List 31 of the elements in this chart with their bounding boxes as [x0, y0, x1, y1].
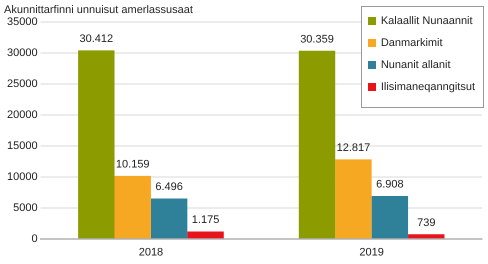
- data-label: 30.412: [79, 32, 114, 45]
- data-label: 6.496: [155, 181, 183, 194]
- y-tick-label: 20000: [6, 108, 38, 121]
- bar: [298, 50, 336, 238]
- y-tick-label: 0: [31, 232, 38, 245]
- y-tick-label: 10000: [6, 170, 38, 183]
- data-label: 6.908: [376, 178, 404, 191]
- legend-label: Kalaallit Nunaannit: [380, 15, 473, 27]
- data-label: 30.359: [300, 33, 334, 46]
- bar: [150, 198, 188, 238]
- bar: [335, 159, 372, 238]
- data-label: 739: [417, 216, 436, 229]
- data-label: 1.175: [192, 214, 220, 226]
- data-label: 10.159: [116, 158, 150, 170]
- y-tick-label: 35000: [6, 16, 38, 28]
- legend-label: Danmarkimit: [380, 37, 443, 49]
- y-tick-label: 15000: [6, 140, 38, 152]
- bar: [187, 232, 224, 238]
- legend-label: Ilisimaneqanngitsut: [380, 81, 475, 93]
- chart-title: Akunnittarfinni unnuisut amerlassusaat: [4, 4, 193, 16]
- y-tick-label: 25000: [6, 78, 38, 90]
- x-tick-label: 2018: [138, 246, 164, 258]
- bar: [372, 196, 408, 238]
- bar: [78, 50, 115, 238]
- legend-label: Nunanit allanit: [380, 59, 451, 71]
- bar: [114, 176, 151, 238]
- y-tick-label: 5000: [13, 202, 38, 214]
- data-label: 12.817: [336, 142, 370, 154]
- x-tick-label: 2019: [359, 246, 384, 258]
- bar: [408, 234, 444, 238]
- y-tick-label: 30000: [6, 47, 38, 60]
